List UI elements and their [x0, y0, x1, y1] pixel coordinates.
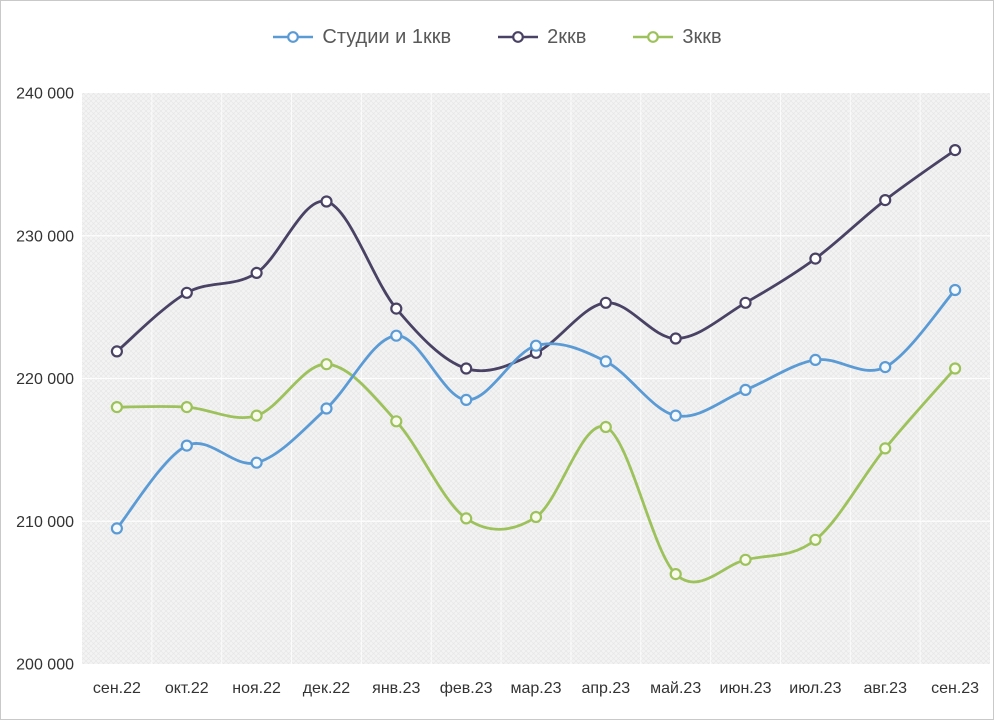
data-point-marker: [110, 401, 124, 414]
y-tick-label: 200 000: [16, 657, 74, 674]
legend-line-circle-icon: [498, 31, 539, 43]
x-tick-label: июл.23: [789, 680, 841, 697]
x-tick-label: апр.23: [581, 680, 630, 697]
series-markers: [110, 358, 962, 581]
data-point-marker: [599, 296, 612, 309]
data-point-marker: [879, 442, 892, 455]
data-point-marker: [599, 355, 612, 368]
data-point-marker: [250, 266, 263, 279]
series-3ккв: [110, 358, 962, 584]
x-tick-label: фев.23: [440, 680, 493, 697]
x-tick-label: окт.22: [165, 680, 209, 697]
data-point-marker: [180, 401, 193, 414]
data-point-marker: [948, 362, 962, 375]
legend-label: 2ккв: [547, 26, 587, 48]
x-axis-labels: сен.22 окт.22 ноя.22 дек.22 янв.23 фев.23 мар.…: [93, 680, 979, 697]
data-point-marker: [948, 283, 962, 297]
legend-line-circle-icon: [273, 31, 314, 43]
series-2ккв: [110, 144, 962, 375]
x-tick-label: сен.22: [93, 680, 141, 697]
data-point-marker: [529, 339, 543, 352]
data-point-marker: [110, 522, 124, 535]
data-point-marker: [390, 329, 403, 342]
legend-line-circle-icon: [633, 31, 674, 43]
y-tick-label: 240 000: [16, 86, 74, 103]
legend-item-3kkv: 3ккв: [632, 26, 722, 48]
data-point-marker: [529, 510, 543, 524]
x-tick-label: ноя.22: [232, 680, 281, 697]
data-point-marker: [809, 252, 822, 265]
data-point-marker: [390, 415, 403, 428]
data-point-marker: [320, 402, 333, 415]
y-tick-label: 220 000: [16, 371, 74, 388]
data-point-marker: [460, 512, 473, 525]
data-point-marker: [460, 393, 473, 406]
data-point-marker: [460, 362, 473, 375]
y-tick-label: 230 000: [16, 228, 74, 245]
x-tick-label: май.23: [650, 680, 701, 697]
data-point-marker: [948, 144, 962, 157]
legend-label: 3ккв: [682, 26, 722, 48]
data-point-marker: [390, 302, 403, 315]
chart-legend: Студии и 1ккв 2ккв 3ккв: [1, 27, 993, 47]
legend-item-2kkv: 2ккв: [497, 27, 586, 47]
x-tick-label: янв.23: [372, 680, 420, 697]
data-point-marker: [320, 358, 333, 371]
x-tick-label: дек.22: [303, 680, 351, 697]
y-axis-labels: 200 000 210 000 220 000 230 000 240 000: [16, 86, 74, 674]
x-tick-label: июн.23: [720, 680, 772, 697]
data-point-marker: [879, 361, 892, 374]
x-tick-label: мар.23: [510, 680, 561, 697]
data-point-marker: [320, 195, 333, 208]
gridlines: [82, 93, 990, 664]
data-point-marker: [739, 553, 752, 566]
data-point-marker: [739, 296, 752, 309]
data-point-marker: [739, 383, 752, 396]
data-point-marker: [879, 194, 892, 207]
data-point-marker: [599, 420, 612, 434]
data-point-marker: [180, 439, 193, 452]
data-point-marker: [669, 567, 682, 581]
legend-item-studii-1kkv: Студии и 1ккв: [272, 27, 451, 47]
data-point-marker: [809, 353, 822, 366]
data-point-marker: [250, 456, 263, 469]
data-point-marker: [180, 286, 193, 299]
data-point-marker: [669, 332, 682, 345]
data-point-marker: [809, 533, 822, 546]
data-point-marker: [669, 409, 682, 422]
series-markers: [110, 283, 962, 535]
x-tick-label: авг.23: [863, 680, 907, 697]
series-Студии и 1ккв: [110, 283, 962, 535]
data-point-marker: [110, 345, 124, 358]
x-tick-label: сен.23: [931, 680, 979, 697]
legend-label: Студии и 1ккв: [322, 26, 452, 48]
data-point-marker: [250, 409, 263, 422]
y-tick-label: 210 000: [16, 514, 74, 531]
